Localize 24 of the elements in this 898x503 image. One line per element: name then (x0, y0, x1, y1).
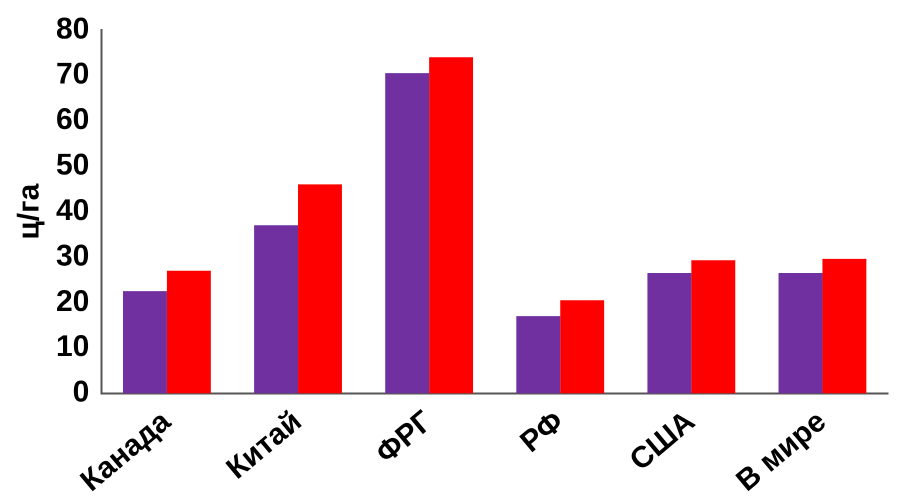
x-tick-label: РФ (514, 404, 570, 459)
y-tick-label: 50 (56, 148, 90, 182)
bar (166, 270, 211, 394)
bar (429, 57, 474, 394)
y-tick-label: 70 (56, 58, 90, 91)
y-tick-label: 40 (56, 194, 90, 227)
bar (254, 225, 298, 394)
y-tick-label: 0 (72, 376, 90, 409)
y-tick-label: 10 (56, 330, 90, 364)
bar (691, 260, 736, 394)
bar (647, 272, 692, 394)
bar (298, 184, 342, 394)
y-tick-label: 20 (56, 284, 90, 318)
bar (560, 300, 604, 394)
y-axis-title: ц/га (12, 183, 46, 240)
bar (822, 258, 866, 394)
bar (385, 73, 430, 394)
y-tick-label: 60 (56, 103, 90, 136)
bar (778, 272, 822, 394)
bar (516, 316, 560, 394)
y-tick-label: 80 (56, 12, 90, 46)
bar (123, 291, 167, 394)
x-tick-label: ФРГ (370, 404, 439, 470)
y-tick-label: 30 (56, 239, 90, 272)
